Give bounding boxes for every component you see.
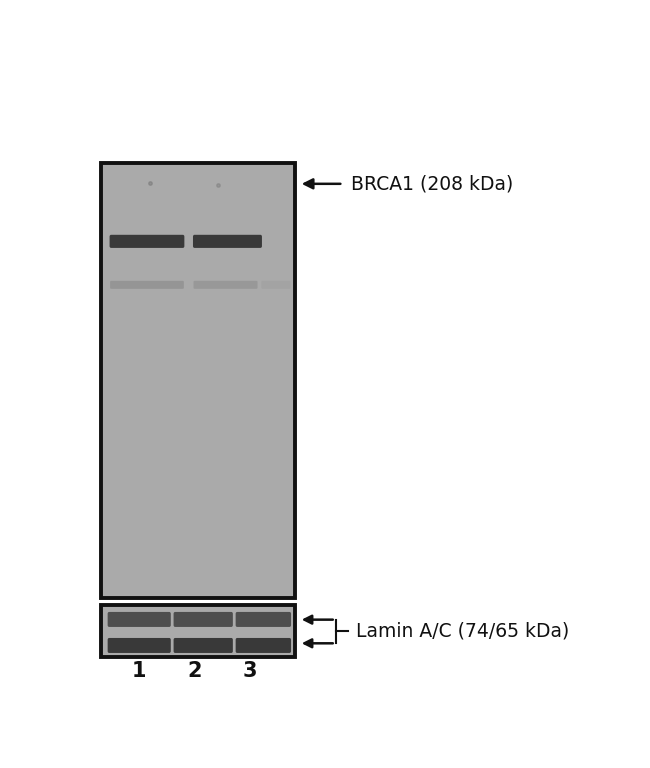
Text: Lamin A/C (74/65 kDa): Lamin A/C (74/65 kDa) xyxy=(356,622,569,641)
FancyBboxPatch shape xyxy=(236,638,291,653)
FancyBboxPatch shape xyxy=(174,612,233,627)
FancyBboxPatch shape xyxy=(110,281,184,289)
FancyBboxPatch shape xyxy=(236,612,291,627)
FancyBboxPatch shape xyxy=(261,281,291,289)
FancyBboxPatch shape xyxy=(110,235,185,248)
Text: BRCA1 (208 kDa): BRCA1 (208 kDa) xyxy=(351,174,513,194)
Bar xyxy=(101,163,295,598)
Text: 3: 3 xyxy=(242,660,257,680)
FancyBboxPatch shape xyxy=(194,281,257,289)
Text: 2: 2 xyxy=(187,660,202,680)
Bar xyxy=(101,605,295,657)
Text: 1: 1 xyxy=(132,660,146,680)
FancyBboxPatch shape xyxy=(108,612,171,627)
FancyBboxPatch shape xyxy=(174,638,233,653)
FancyBboxPatch shape xyxy=(193,235,262,248)
FancyBboxPatch shape xyxy=(108,638,171,653)
